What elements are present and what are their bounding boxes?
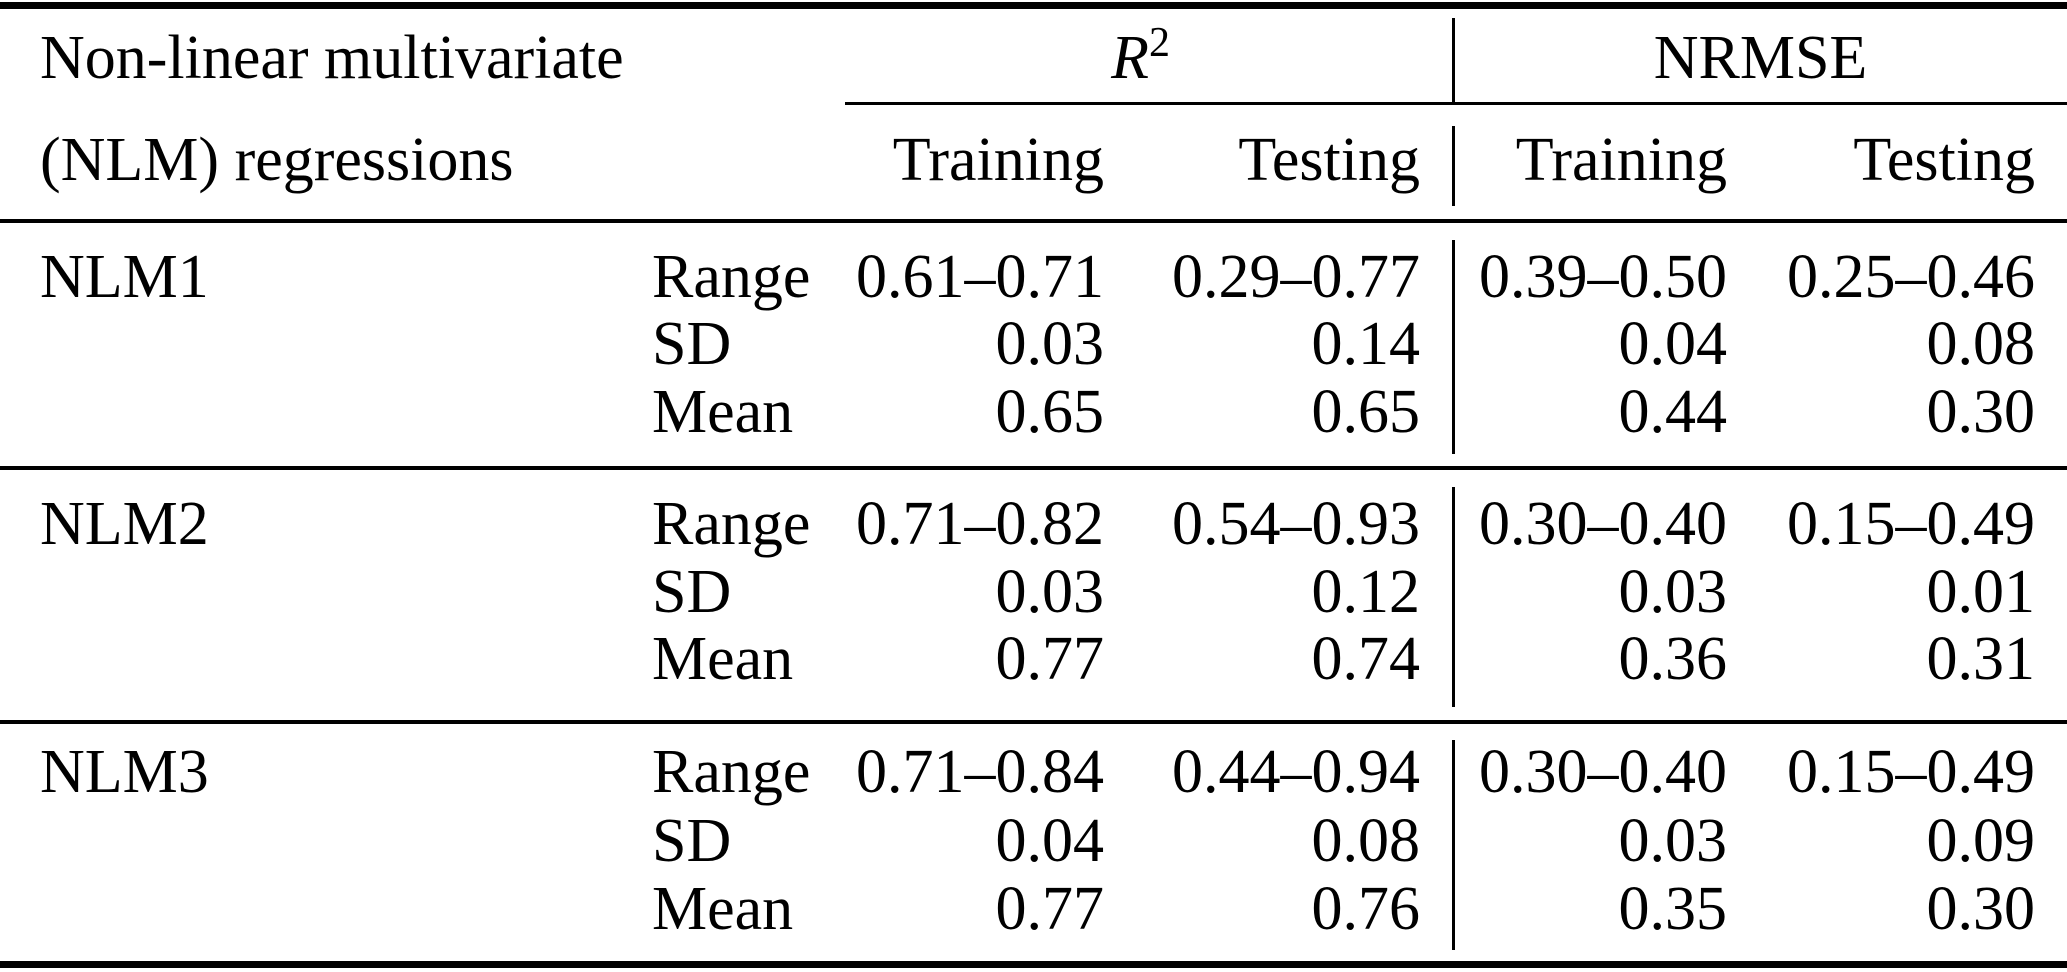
subheader-nrmse-testing: Testing bbox=[1853, 125, 2035, 194]
table-row: Mean 0.77 0.74 0.36 0.31 bbox=[0, 624, 2067, 693]
value-cell: 0.04 bbox=[1618, 310, 1728, 378]
value-cell: 0.01 bbox=[1926, 558, 2036, 626]
group-divider-header1 bbox=[1452, 18, 1455, 102]
value-cell: 0.39–0.50 bbox=[1479, 243, 1727, 311]
value-cell: 0.74 bbox=[1311, 625, 1421, 693]
value-cell: 0.29–0.77 bbox=[1172, 243, 1420, 311]
stat-label: SD bbox=[652, 558, 732, 626]
stat-label: Mean bbox=[652, 875, 794, 943]
r2-base: R bbox=[1111, 23, 1149, 92]
value-cell: 0.44–0.94 bbox=[1172, 738, 1420, 806]
stat-label: SD bbox=[652, 807, 732, 875]
value-cell: 0.25–0.46 bbox=[1787, 243, 2035, 311]
table-row: SD 0.03 0.12 0.03 0.01 bbox=[0, 557, 2067, 626]
value-cell: 0.03 bbox=[995, 558, 1105, 626]
value-cell: 0.03 bbox=[1618, 807, 1728, 875]
table-row: NLM2 Range 0.71–0.82 0.54–0.93 0.30–0.40… bbox=[0, 489, 2067, 558]
model-name-nlm2: NLM2 bbox=[40, 490, 209, 558]
header-row-groups: Non-linear multivariate R2 NRMSE bbox=[0, 16, 2067, 100]
table-row: NLM3 Range 0.71–0.84 0.44–0.94 0.30–0.40… bbox=[0, 737, 2067, 806]
table-row: NLM1 Range 0.61–0.71 0.29–0.77 0.39–0.50… bbox=[0, 242, 2067, 311]
group-header-nrmse: NRMSE bbox=[1653, 23, 1868, 92]
value-cell: 0.77 bbox=[995, 875, 1105, 943]
header-row-subheaders: (NLM) regressions Training Testing Train… bbox=[0, 122, 2067, 198]
stat-label: Range bbox=[652, 243, 811, 311]
top-rule bbox=[0, 2, 2067, 9]
value-cell: 0.71–0.84 bbox=[856, 738, 1104, 806]
value-cell: 0.08 bbox=[1926, 310, 2036, 378]
value-cell: 0.09 bbox=[1926, 807, 2036, 875]
subheader-r2-training: Training bbox=[892, 125, 1104, 194]
value-cell: 0.65 bbox=[995, 378, 1105, 446]
model-name-nlm3: NLM3 bbox=[40, 738, 209, 806]
stat-label: Mean bbox=[652, 378, 794, 446]
stat-label: Mean bbox=[652, 625, 794, 693]
group-divider-nlm3 bbox=[1452, 740, 1455, 950]
value-cell: 0.76 bbox=[1311, 875, 1421, 943]
group-divider-nlm2 bbox=[1452, 487, 1455, 707]
value-cell: 0.03 bbox=[1618, 558, 1728, 626]
value-cell: 0.30–0.40 bbox=[1479, 490, 1727, 558]
table-row: Mean 0.65 0.65 0.44 0.30 bbox=[0, 377, 2067, 446]
group-divider-header2 bbox=[1452, 126, 1455, 206]
table-row: Mean 0.77 0.76 0.35 0.30 bbox=[0, 874, 2067, 943]
stat-label: SD bbox=[652, 310, 732, 378]
value-cell: 0.30–0.40 bbox=[1479, 738, 1727, 806]
group-divider-nlm1 bbox=[1452, 240, 1455, 454]
value-cell: 0.04 bbox=[995, 807, 1105, 875]
table-title-line2: (NLM) regressions bbox=[40, 125, 514, 194]
table-row: SD 0.04 0.08 0.03 0.09 bbox=[0, 806, 2067, 875]
table-title-line1: Non-linear multivariate bbox=[40, 23, 624, 92]
value-cell: 0.14 bbox=[1311, 310, 1421, 378]
nlm1-bottom-rule bbox=[0, 466, 2067, 470]
value-cell: 0.71–0.82 bbox=[856, 490, 1104, 558]
value-cell: 0.30 bbox=[1926, 875, 2036, 943]
value-cell: 0.61–0.71 bbox=[856, 243, 1104, 311]
model-name-nlm1: NLM1 bbox=[40, 243, 209, 311]
value-cell: 0.44 bbox=[1618, 378, 1728, 446]
column-group-rule bbox=[845, 102, 2067, 105]
value-cell: 0.35 bbox=[1618, 875, 1728, 943]
bottom-rule bbox=[0, 961, 2067, 968]
header-bottom-rule bbox=[0, 219, 2067, 223]
value-cell: 0.15–0.49 bbox=[1787, 738, 2035, 806]
stat-label: Range bbox=[652, 738, 811, 806]
value-cell: 0.12 bbox=[1311, 558, 1421, 626]
value-cell: 0.54–0.93 bbox=[1172, 490, 1420, 558]
value-cell: 0.31 bbox=[1926, 625, 2036, 693]
value-cell: 0.08 bbox=[1311, 807, 1421, 875]
value-cell: 0.15–0.49 bbox=[1787, 490, 2035, 558]
stat-label: Range bbox=[652, 490, 811, 558]
group-header-r2: R2 bbox=[845, 19, 1420, 94]
value-cell: 0.77 bbox=[995, 625, 1105, 693]
value-cell: 0.65 bbox=[1311, 378, 1421, 446]
table-row: SD 0.03 0.14 0.04 0.08 bbox=[0, 309, 2067, 378]
subheader-r2-testing: Testing bbox=[1238, 125, 1420, 194]
value-cell: 0.03 bbox=[995, 310, 1105, 378]
subheader-nrmse-training: Training bbox=[1515, 125, 1727, 194]
value-cell: 0.36 bbox=[1618, 625, 1728, 693]
value-cell: 0.30 bbox=[1926, 378, 2036, 446]
nlm2-bottom-rule bbox=[0, 720, 2067, 724]
r2-superscript: 2 bbox=[1148, 19, 1170, 66]
